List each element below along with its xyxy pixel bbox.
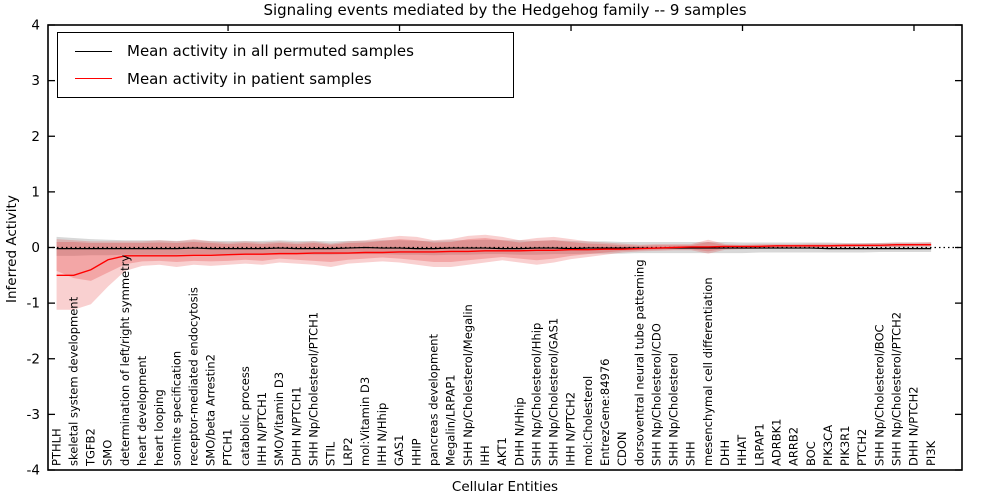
x-tick-labels: PTHLH skeletal system development TGFB2 SMO…: [49, 255, 938, 467]
x-tick-label: PIK3R1: [838, 426, 852, 467]
x-tick-label: SHH Np/Cholesterol: [667, 353, 681, 466]
x-tick-label: PIK3CA: [821, 425, 835, 466]
legend-line-swatch-black: [75, 50, 112, 52]
x-tick-label: SHH Np/Cholesterol/GAS1: [547, 318, 561, 466]
x-tick-label: pancreas development: [427, 333, 441, 466]
x-tick-label: dorsoventral neural tube patterning: [632, 259, 646, 466]
top-axis-ticks: [227, 25, 915, 31]
x-tick-label: heart looping: [152, 389, 166, 466]
x-tick-label: PTCH2: [855, 429, 869, 466]
x-tick-label: DHH N/Hhip: [512, 397, 526, 466]
y-tick-label: 2: [31, 129, 40, 145]
y-tick-label: -4: [27, 463, 40, 479]
x-tick-label: CDON: [615, 431, 629, 466]
x-tick-label: GAS1: [392, 435, 406, 466]
x-tick-label: DHH N/PTCH1: [289, 386, 303, 466]
x-tick-label: SHH Np/Cholesterol/BOC: [872, 324, 886, 466]
x-tick-label: SHH Np/Cholesterol/Hhip: [529, 323, 543, 466]
x-tick-label: Megalin/LRPAP1: [444, 374, 458, 466]
x-tick-label: TGFB2: [84, 428, 98, 467]
x-tick-label: STIL: [324, 441, 338, 466]
x-tick-label: PTHLH: [49, 428, 63, 466]
x-tick-label: receptor-mediated endocytosis: [186, 287, 200, 466]
series-line-1: [56, 244, 932, 277]
x-tick-label: ARRB2: [787, 427, 801, 466]
x-tick-label: SHH Np/Cholesterol/PTCH2: [890, 312, 904, 466]
x-tick-label: heart development: [135, 355, 149, 466]
x-tick-label: ADRBK1: [769, 419, 783, 466]
legend-label-patient: Mean activity in patient samples: [127, 69, 372, 88]
x-tick-label: BOC: [804, 441, 818, 466]
y-tick-label: -3: [27, 407, 40, 423]
y-tick-label: -2: [27, 351, 40, 367]
chart-title: Signaling events mediated by the Hedgeho…: [263, 1, 747, 19]
x-tick-label: skeletal system development: [66, 296, 80, 466]
x-tick-label: determination of left/right symmetry: [118, 255, 132, 466]
y-tick-label: 1: [31, 184, 40, 200]
legend-line-swatch-red: [75, 78, 112, 80]
y-axis-ticks: 4 3 2 1 0 -1 -2 -3 -4: [27, 18, 962, 479]
series-line-0: [56, 246, 932, 250]
x-tick-label: SHH Np/Cholesterol/PTCH1: [306, 312, 320, 466]
x-tick-label: IHH N/Hhip: [375, 403, 389, 466]
y-axis-title: Inferred Activity: [4, 195, 20, 303]
x-tick-label: mesenchymal cell differentiation: [701, 277, 715, 466]
x-tick-label: catabolic process: [238, 366, 252, 466]
x-axis-title: Cellular Entities: [451, 479, 559, 495]
legend-item-permuted: Mean activity in all permuted samples: [75, 42, 513, 60]
x-tick-label: AKT1: [495, 437, 509, 466]
permuted-samples-range-band: [56, 236, 932, 256]
x-tick-label: HHAT: [735, 434, 749, 466]
x-tick-label: IHH N/PTCH1: [255, 392, 269, 466]
x-tick-label: SMO/Vitamin D3: [272, 372, 286, 466]
x-tick-label: SMO: [101, 440, 115, 466]
y-tick-label: 4: [31, 18, 40, 34]
x-tick-label: SHH Np/Cholesterol/Megalin: [461, 304, 475, 466]
x-tick-label: HHIP: [409, 438, 423, 466]
x-tick-label: somite specification: [169, 351, 183, 466]
series-lines: [56, 244, 932, 277]
legend-label-permuted: Mean activity in all permuted samples: [127, 42, 414, 61]
x-tick-label: DHH N/PTCH2: [907, 386, 921, 466]
x-tick-label: mol:Cholesterol: [581, 376, 595, 466]
x-tick-label: PTCH1: [221, 429, 235, 466]
y-tick-label: 3: [31, 73, 40, 89]
x-tick-label: LRP2: [341, 437, 355, 466]
x-tick-label: EntrezGene:84976: [598, 359, 612, 466]
x-tick-label: SHH: [684, 441, 698, 466]
x-tick-label: DHH: [718, 440, 732, 466]
x-tick-label: IHH: [478, 445, 492, 466]
x-tick-label: SHH Np/Cholesterol/CDO: [649, 323, 663, 466]
y-tick-label: 0: [31, 240, 40, 256]
x-tick-label: LRPAP1: [752, 423, 766, 466]
legend: Mean activity in all permuted samples Me…: [57, 32, 514, 98]
legend-item-patient: Mean activity in patient samples: [75, 70, 513, 88]
y-tick-label: -1: [27, 296, 40, 312]
x-tick-label: mol:Vitamin D3: [358, 377, 372, 466]
x-tick-label: SMO/beta Arrestin2: [204, 354, 218, 466]
x-tick-label: IHH N/PTCH2: [564, 392, 578, 466]
x-tick-label: PI3K: [924, 440, 938, 466]
